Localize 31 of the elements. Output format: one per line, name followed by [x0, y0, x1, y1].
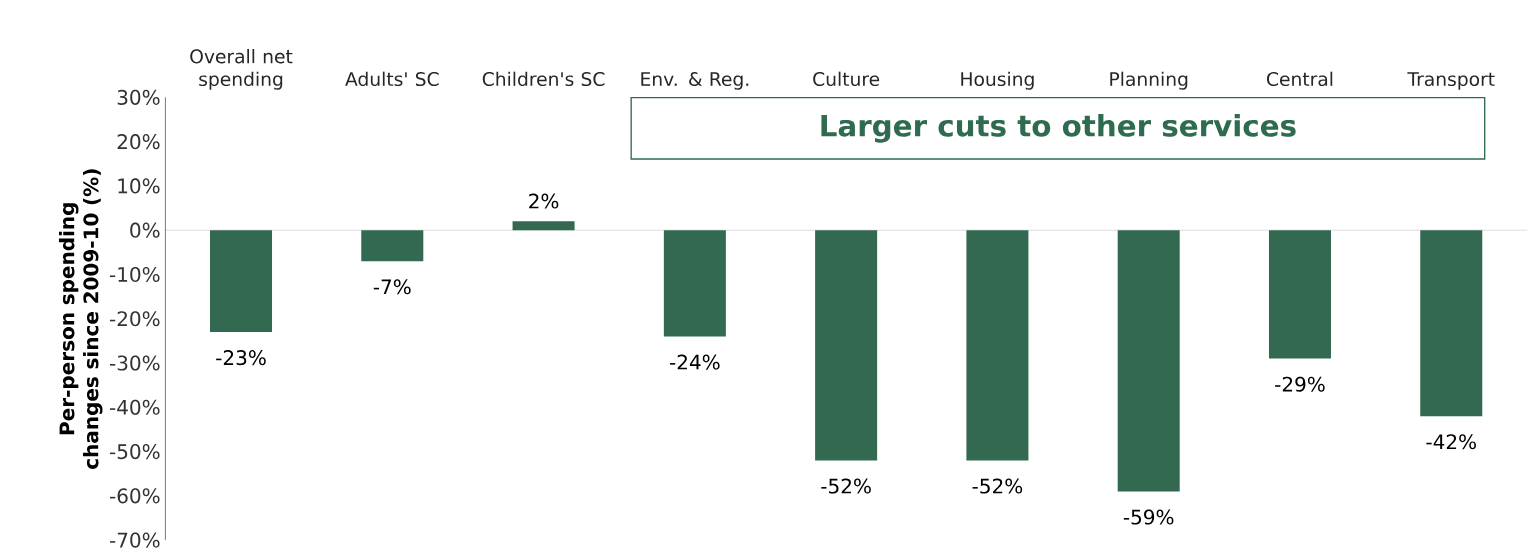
x-tick-label: Children's SC	[482, 71, 605, 86]
data-label: -24%	[670, 354, 720, 370]
y-tick-label: -50%	[109, 443, 160, 459]
x-tick-label: Env. & Reg.	[641, 71, 749, 90]
data-label: -52%	[972, 478, 1023, 494]
x-tick-label: Central	[1267, 71, 1333, 86]
data-label: -7%	[373, 279, 411, 295]
x-tick-label: Planning	[1110, 71, 1188, 90]
y-tick-label: 0%	[130, 222, 160, 238]
y-tick-label: 30%	[117, 89, 160, 105]
data-label: 2%	[529, 193, 559, 209]
data-label: -52%	[821, 478, 871, 494]
y-tick-label: 20%	[117, 133, 160, 149]
y-tick-label: 10%	[118, 178, 160, 194]
y-tick-label: -10%	[109, 266, 160, 282]
y-tick-label: -30%	[109, 355, 160, 371]
x-tick-label: Culture	[813, 71, 880, 86]
data-label: -59%	[1123, 509, 1174, 525]
x-tick-label: Transport	[1407, 72, 1495, 90]
y-tick-label: -40%	[109, 399, 160, 415]
x-tick-label: Housing	[961, 71, 1034, 90]
y-tick-label: -60%	[109, 488, 160, 504]
y-tick-label: -70%	[109, 532, 160, 548]
x-tick-label: Overall net spending	[190, 48, 293, 90]
x-tick-label: Adults' SC	[345, 71, 439, 86]
annotation: Larger cuts to other services	[821, 113, 1296, 143]
data-label: -29%	[1275, 376, 1325, 392]
data-label: -42%	[1426, 433, 1476, 450]
y-axis-title: Per-person spending changes since 2009-10 (%)	[58, 169, 103, 469]
data-label: -23%	[216, 349, 266, 365]
y-tick-label: -20%	[109, 310, 160, 327]
